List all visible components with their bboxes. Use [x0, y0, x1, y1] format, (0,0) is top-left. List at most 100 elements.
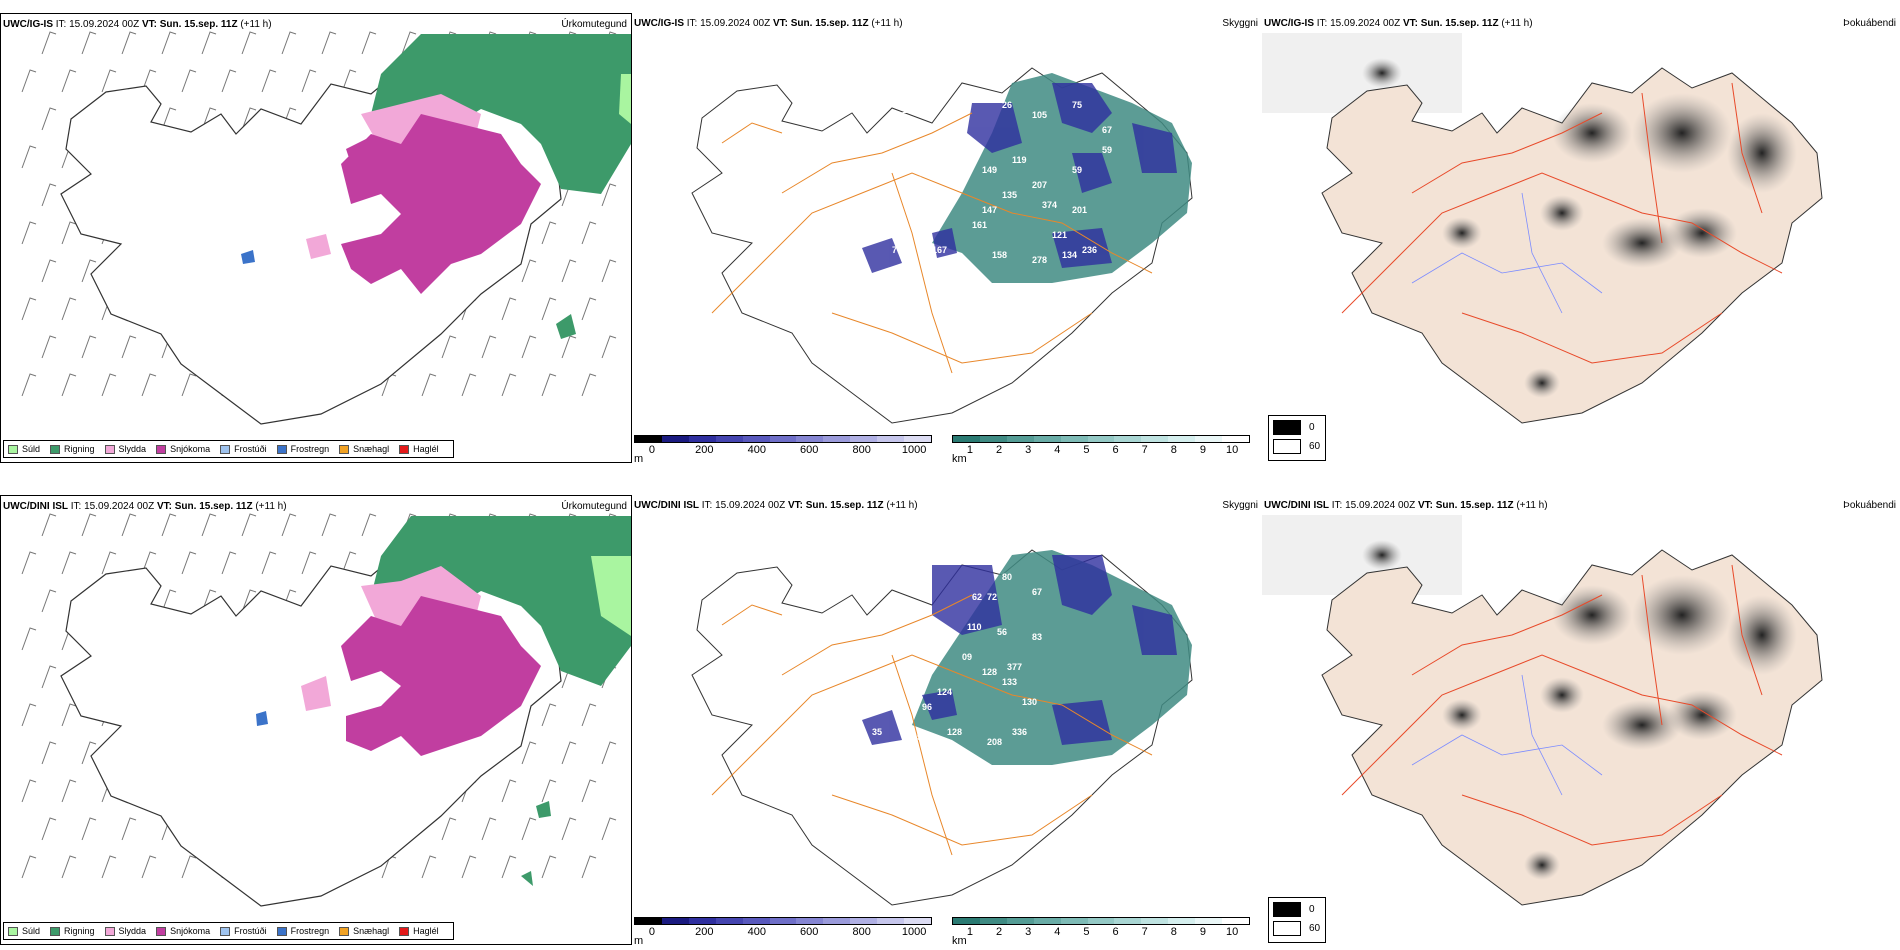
cloud-base-value: 75	[1072, 100, 1082, 110]
cloud-base-value: 147	[982, 205, 997, 215]
lead-time: (+11 h)	[255, 501, 287, 512]
it-label: IT:	[1316, 18, 1328, 29]
cloud-base-tick: 800	[852, 926, 871, 938]
legend-item: Súld	[8, 444, 40, 454]
init-time: 15.09.2024 00Z	[69, 19, 140, 30]
wind-barb	[521, 335, 537, 359]
vt-label: VT:	[1417, 500, 1433, 511]
cloud-base-value: 167	[932, 245, 947, 255]
cloud-base-value: 130	[1022, 697, 1037, 707]
wind-barb	[461, 373, 477, 397]
legend-label: Súld	[22, 926, 41, 936]
wind-barb	[41, 589, 57, 613]
legend-item: Slydda	[104, 926, 146, 936]
visibility-unit: km	[952, 935, 967, 945]
cloud-base-value: 68	[827, 707, 837, 717]
wind-barb	[581, 221, 597, 245]
cloud-base-value: 161	[972, 220, 987, 230]
fog-index-panel-bottom: UWC/DINI ISL IT: 15.09.2024 00Z VT: Sun.…	[1262, 495, 1900, 945]
wind-barb	[421, 855, 437, 879]
wind-barb	[501, 855, 517, 879]
visibility-tick: 5	[1083, 926, 1090, 938]
wind-barb	[561, 259, 577, 283]
visibility-tick: 1	[966, 444, 973, 456]
wind-barb	[361, 513, 377, 537]
legend-label: Haglél	[413, 926, 439, 936]
wind-barb	[541, 373, 557, 397]
cloud-base-value: 62	[972, 592, 982, 602]
vt-label: VT:	[772, 18, 788, 29]
valid-time: Sun. 15.sep. 11Z	[1435, 500, 1514, 511]
cloud-base-value: 119	[1012, 155, 1027, 165]
cloud-base-value: 133	[1002, 677, 1017, 687]
model-name: UWC/IG-IS	[1264, 18, 1314, 29]
panel-title: UWC/IG-IS IT: 15.09.2024 00Z VT: Sun. 15…	[3, 19, 272, 30]
cloud-base-value: 72	[987, 592, 997, 602]
legend-item: Haglél	[399, 926, 439, 936]
wind-barb	[61, 779, 77, 803]
legend-label: Snjókoma	[170, 926, 211, 936]
wind-barb	[541, 855, 557, 879]
cloud-base-value: 374	[1042, 200, 1057, 210]
cloud-base-value: 240	[842, 682, 857, 692]
wind-barb	[61, 69, 77, 93]
legend-swatch	[8, 926, 18, 936]
legend-swatch	[50, 444, 61, 454]
panel-field-name: Úrkomutegund	[561, 19, 627, 30]
visibility-gradient	[952, 435, 1250, 443]
legend-swatch	[156, 926, 167, 936]
cloud-base-value: 09	[962, 652, 972, 662]
wind-barb	[541, 297, 557, 321]
legend-swatch	[339, 926, 350, 936]
cloud-base-value: 128	[982, 667, 997, 677]
vt-label: VT:	[141, 19, 157, 30]
panel-field-name: Þokuábendi	[1843, 18, 1896, 29]
wind-barb	[241, 589, 257, 613]
visibility-tick: 6	[1112, 926, 1119, 938]
wind-barb	[541, 703, 557, 727]
cloud-base-value: 56	[997, 627, 1007, 637]
precip-snow-area	[341, 114, 541, 294]
wind-barb	[301, 69, 317, 93]
model-name: UWC/DINI ISL	[1264, 500, 1329, 511]
visibility-colorbar: km 1 2 3 4 5 6 7 8 9 10	[952, 917, 1250, 945]
lead-time: (+11 h)	[886, 500, 918, 511]
wind-barb	[301, 551, 317, 575]
wind-barb	[161, 513, 177, 537]
legend-label: Frostregn	[290, 926, 330, 936]
road-network	[711, 594, 1153, 856]
cloud-base-value: 110	[967, 622, 982, 632]
wind-barb	[141, 373, 157, 397]
cloud-base-value: 10	[902, 105, 912, 115]
precip-drizzle-area	[591, 556, 631, 636]
visibility-tick: 9	[1199, 444, 1207, 456]
wind-barb	[601, 183, 617, 207]
wind-barb	[41, 817, 57, 841]
wind-barb	[521, 259, 537, 283]
wind-barb	[41, 259, 57, 283]
wind-barb	[81, 335, 97, 359]
wind-barb	[41, 335, 57, 359]
cloud-base-value: 236	[1082, 245, 1097, 255]
wind-barb	[21, 779, 37, 803]
precip-rain-area	[371, 34, 631, 339]
legend-label: Frostúði	[234, 444, 267, 454]
legend-label: Haglél	[413, 444, 439, 454]
legend-item: Haglél	[399, 444, 439, 454]
valid-time: Sun. 15.sep. 11Z	[174, 501, 253, 512]
panel-field-name: Þokuábendi	[1843, 500, 1896, 511]
legend-item: Snjókoma	[156, 444, 210, 454]
cloud-base-value: 78	[932, 150, 942, 160]
valid-time: Sun. 15.sep. 11Z	[790, 18, 869, 29]
wind-barb	[561, 817, 577, 841]
wind-barb	[21, 373, 37, 397]
precip-freezing-rain-spot	[241, 250, 255, 264]
panel-title: UWC/IG-IS IT: 15.09.2024 00Z VT: Sun. 15…	[634, 18, 903, 29]
cloud-base-value: 59	[1072, 165, 1082, 175]
cloud-base-tick: 1000	[901, 926, 927, 938]
wind-barb	[41, 665, 57, 689]
wind-barb	[101, 373, 117, 397]
cloud-base-value: 149	[982, 165, 997, 175]
visibility-tick: 7	[1141, 926, 1148, 938]
